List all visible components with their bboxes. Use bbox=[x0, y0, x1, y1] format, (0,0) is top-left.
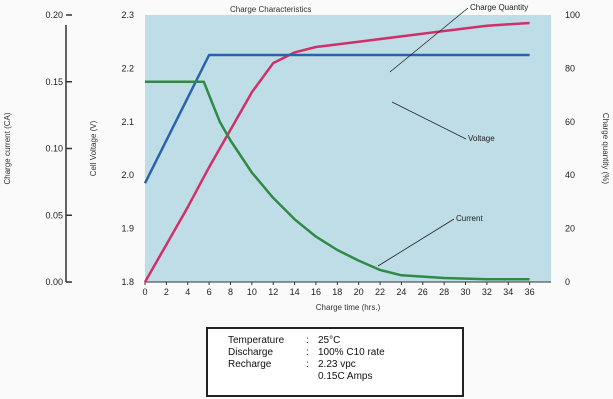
annotations-layer: Charge Quantity Voltage Current bbox=[377, 3, 528, 267]
annotation-leader bbox=[389, 7, 469, 73]
x-tick-label: 10 bbox=[247, 287, 257, 297]
quantity-tick-label: 0 bbox=[565, 277, 570, 287]
condition-colon: : bbox=[306, 347, 309, 358]
x-tick-label: 18 bbox=[332, 287, 342, 297]
voltage-tick-label: 1.9 bbox=[121, 224, 134, 234]
x-tick-label: 34 bbox=[503, 287, 513, 297]
x-tick-label: 6 bbox=[207, 287, 212, 297]
current-tick-label: 0.20 bbox=[45, 10, 63, 20]
x-tick-label: 14 bbox=[290, 287, 300, 297]
x-tick-label: 24 bbox=[396, 287, 406, 297]
voltage-tick-label: 2.2 bbox=[121, 63, 134, 73]
condition-value: 25°C bbox=[318, 335, 341, 346]
annotation-current: Current bbox=[456, 214, 483, 223]
series-charge-quantity-line bbox=[143, 21, 530, 283]
voltage-tick-label: 2.0 bbox=[121, 170, 134, 180]
x-tick-label: 8 bbox=[228, 287, 233, 297]
x-tick-label: 32 bbox=[482, 287, 492, 297]
condition-colon: : bbox=[306, 335, 309, 346]
x-tick-label: 26 bbox=[418, 287, 428, 297]
plot-area bbox=[145, 15, 551, 282]
x-axis-title: Charge time (hrs.) bbox=[316, 303, 381, 312]
annotation-leader bbox=[377, 218, 455, 267]
current-tick-label: 0.05 bbox=[45, 210, 63, 220]
x-tick-label: 36 bbox=[525, 287, 535, 297]
condition-label: Recharge bbox=[228, 359, 272, 370]
annotation-voltage: Voltage bbox=[468, 134, 495, 143]
voltage-tick-label: 2.1 bbox=[121, 117, 134, 127]
condition-label: Temperature bbox=[228, 335, 285, 346]
condition-value: 0.15C Amps bbox=[318, 371, 373, 382]
ticks-layer: 0 2 4 6 8 10 12 14 16 18 20 22 24 26 28 30 32 34 36Charge … bbox=[3, 10, 610, 312]
current-tick-label: 0.00 bbox=[45, 277, 63, 287]
voltage-tick-label: 2.3 bbox=[121, 10, 134, 20]
current-axis-title: Charge current (CA) bbox=[3, 112, 12, 184]
annotation-charge-quantity: Charge Quantity bbox=[470, 3, 528, 12]
x-tick-label: 4 bbox=[185, 287, 190, 297]
x-tick-label: 12 bbox=[268, 287, 278, 297]
x-tick-label: 30 bbox=[461, 287, 471, 297]
series-current-line bbox=[145, 80, 530, 281]
chart-title: Charge Characteristics bbox=[230, 5, 311, 14]
voltage-tick-label: 1.8 bbox=[121, 277, 134, 287]
x-tick-label: 22 bbox=[375, 287, 385, 297]
quantity-tick-label: 100 bbox=[565, 10, 580, 20]
test-conditions-box: Temperature : 25°C Discharge : 100% C10 … bbox=[206, 327, 464, 397]
quantity-tick-label: 20 bbox=[565, 224, 575, 234]
x-tick-label: 16 bbox=[311, 287, 321, 297]
quantity-tick-label: 60 bbox=[565, 117, 575, 127]
condition-value: 100% C10 rate bbox=[318, 347, 385, 358]
x-tick-label: 0 bbox=[142, 287, 147, 297]
series-layer bbox=[143, 21, 530, 283]
current-tick-label: 0.15 bbox=[45, 77, 63, 87]
voltage-axis-title: Cell Voltage (V) bbox=[89, 120, 98, 176]
quantity-tick-label: 80 bbox=[565, 63, 575, 73]
condition-colon: : bbox=[306, 359, 309, 370]
x-tick-label: 28 bbox=[439, 287, 449, 297]
annotation-leader bbox=[391, 101, 467, 140]
quantity-axis-title: Charge quantity (%) bbox=[601, 113, 610, 184]
quantity-tick-label: 40 bbox=[565, 170, 575, 180]
current-tick-label: 0.10 bbox=[45, 144, 63, 154]
series-voltage-line bbox=[143, 53, 530, 184]
condition-value: 2.23 vpc bbox=[318, 359, 356, 370]
x-tick-label: 2 bbox=[164, 287, 169, 297]
x-tick-label: 20 bbox=[354, 287, 364, 297]
axes-layer bbox=[65, 25, 551, 283]
condition-label: Discharge bbox=[228, 347, 274, 358]
